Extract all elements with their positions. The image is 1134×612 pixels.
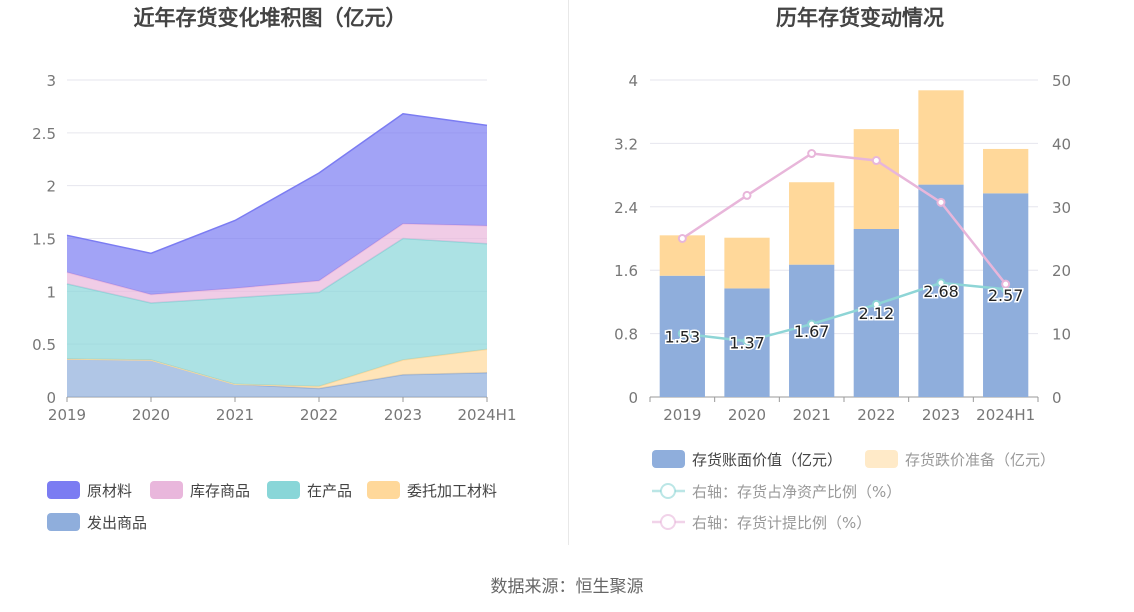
line-右轴：存货占净资产比例（%） xyxy=(682,281,1006,343)
line-point xyxy=(936,278,946,288)
legend-item: 存货账面价值（亿元） xyxy=(652,450,842,469)
stacked-area-chart: 近年存货变化堆积图（亿元） 0 0.5 1 1.5 2 2.5 3 2019 2020 2021 20… xyxy=(32,6,517,532)
bar-存货账面价值（亿元） xyxy=(983,193,1029,397)
bar-存货跌价准备（亿元） xyxy=(853,129,899,229)
legend-label: 委托加工材料 xyxy=(407,482,497,500)
legend-item: 委托加工材料 xyxy=(367,481,497,500)
legend-swatch xyxy=(267,481,300,499)
y-left-tick-label: 0 xyxy=(628,389,638,407)
line-point xyxy=(1001,279,1011,289)
y-right-tick-label: 20 xyxy=(1052,262,1071,280)
legend-label: 发出商品 xyxy=(87,514,147,532)
legend-item: 存货跌价准备（亿元） xyxy=(865,450,1055,469)
bar-存货跌价准备（亿元） xyxy=(789,182,835,265)
y-right-tick-label: 50 xyxy=(1052,72,1071,90)
y-left-tick-label: 2.4 xyxy=(614,199,638,217)
bar-存货跌价准备（亿元） xyxy=(724,237,770,289)
x-tick-label: 2024H1 xyxy=(976,406,1035,424)
bar-value-label: 1.53 xyxy=(665,327,701,346)
line-point xyxy=(807,319,817,329)
line-point xyxy=(742,190,752,200)
area-line-委托加工材料 xyxy=(66,348,488,388)
area-发出商品 xyxy=(67,359,487,397)
line-point xyxy=(871,156,881,166)
line-point xyxy=(871,299,881,309)
y-tick-label: 2 xyxy=(46,178,56,196)
legend-item: 右轴：存货计提比例（%） xyxy=(652,514,871,532)
legend-swatch xyxy=(652,450,685,468)
chart-title: 近年存货变化堆积图（亿元） xyxy=(134,6,407,30)
line-point xyxy=(677,329,687,339)
legend-label: 存货账面价值（亿元） xyxy=(692,451,842,469)
legend-item: 库存商品 xyxy=(150,481,250,500)
y-tick-label: 2.5 xyxy=(32,125,56,143)
legend-item: 在产品 xyxy=(267,481,352,500)
bar-存货账面价值（亿元） xyxy=(789,264,835,397)
y-right-tick-label: 30 xyxy=(1052,199,1071,217)
legend-label: 原材料 xyxy=(87,482,132,500)
y-left-tick-label: 0.8 xyxy=(614,326,638,344)
bar-存货跌价准备（亿元） xyxy=(983,148,1029,194)
bar-value-label: 2.57 xyxy=(988,286,1024,305)
divider xyxy=(568,0,569,545)
x-tick-label: 2022 xyxy=(300,406,338,424)
legend-swatch xyxy=(47,513,80,531)
y-right-tick-label: 40 xyxy=(1052,135,1071,153)
line-右轴：存货计提比例（%） xyxy=(681,152,1007,285)
area-库存商品 xyxy=(67,223,487,303)
legend-label: 存货跌价准备（亿元） xyxy=(905,451,1055,469)
x-tick-label: 2022 xyxy=(857,406,895,424)
legend-label: 右轴：存货占净资产比例（%） xyxy=(692,483,901,501)
chart-title: 历年存货变动情况 xyxy=(776,6,944,30)
bar-value-label: 1.67 xyxy=(794,322,830,341)
area-在产品 xyxy=(67,238,487,387)
area-委托加工材料 xyxy=(67,349,487,389)
x-tick-label: 2020 xyxy=(132,406,170,424)
y-right-tick-label: 0 xyxy=(1052,389,1062,407)
line-point xyxy=(807,149,817,159)
legend-item: 原材料 xyxy=(47,481,132,500)
legend-swatch xyxy=(865,450,898,468)
legend-swatch xyxy=(47,481,80,499)
x-tick-label: 2021 xyxy=(793,406,831,424)
x-tick-label: 2023 xyxy=(384,406,422,424)
y-right-tick-label: 10 xyxy=(1052,326,1071,344)
bar-存货跌价准备（亿元） xyxy=(918,90,964,185)
x-tick-label: 2020 xyxy=(728,406,766,424)
area-line-原材料 xyxy=(66,113,488,255)
legend-item: 发出商品 xyxy=(47,513,147,532)
y-tick-label: 1 xyxy=(46,283,56,301)
y-left-tick-label: 3.2 xyxy=(614,135,638,153)
y-tick-label: 0.5 xyxy=(32,336,56,354)
x-tick-label: 2024H1 xyxy=(458,406,517,424)
x-tick-label: 2021 xyxy=(216,406,254,424)
bar-value-label: 2.12 xyxy=(859,304,895,323)
legend-label: 右轴：存货计提比例（%） xyxy=(692,514,871,532)
legend-marker xyxy=(660,514,676,530)
y-tick-label: 0 xyxy=(46,389,56,407)
legend-item: 右轴：存货占净资产比例（%） xyxy=(652,483,901,501)
data-source: 数据来源：恒生聚源 xyxy=(490,577,644,597)
legend-swatch xyxy=(150,481,183,499)
y-left-tick-label: 4 xyxy=(628,72,638,90)
bar-存货账面价值（亿元） xyxy=(853,228,899,397)
line-point xyxy=(677,234,687,243)
legend-swatch xyxy=(367,481,400,499)
bar-value-label: 1.37 xyxy=(729,334,765,353)
x-tick-label: 2023 xyxy=(922,406,960,424)
legend-label: 在产品 xyxy=(307,482,352,500)
line-point xyxy=(742,336,752,346)
bar-value-label: 2.68 xyxy=(923,282,959,301)
x-tick-label: 2019 xyxy=(663,406,701,424)
line-point xyxy=(936,197,946,207)
legend-marker xyxy=(660,483,676,499)
legend-label: 库存商品 xyxy=(190,482,250,500)
y-left-tick-label: 1.6 xyxy=(614,262,638,280)
x-tick-label: 2019 xyxy=(48,406,86,424)
area-原材料 xyxy=(67,113,487,295)
y-tick-label: 1.5 xyxy=(32,231,56,249)
y-tick-label: 3 xyxy=(46,72,56,90)
